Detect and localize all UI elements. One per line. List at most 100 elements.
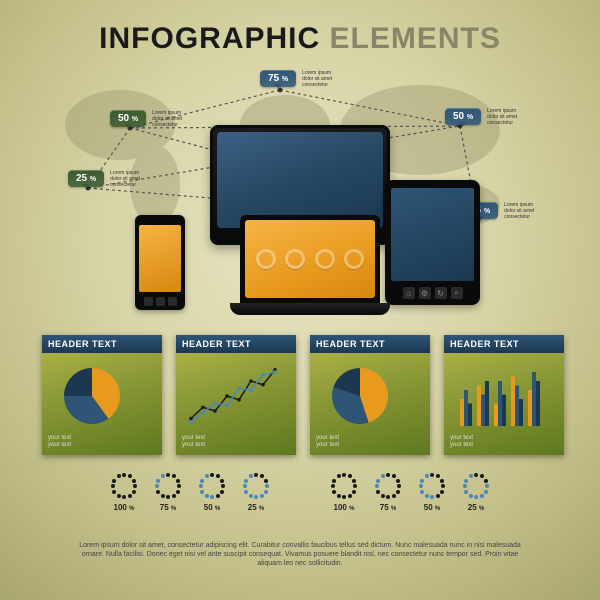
card-subtext: your text your text (182, 435, 205, 449)
card-header: HEADER TEXT (176, 335, 296, 353)
dot (132, 479, 136, 483)
laptop-pie-row (245, 249, 375, 269)
card-subtext: your text your text (450, 435, 473, 449)
dot (436, 494, 440, 498)
chart-card: HEADER TEXT your text your text (444, 335, 564, 455)
dot (156, 479, 160, 483)
dot (480, 474, 484, 478)
dot (112, 479, 116, 483)
dot (111, 484, 115, 488)
callout-text: Lorem ipsum dolor sit amet consectetur (504, 202, 534, 220)
dot-indicator: 75 % (374, 472, 402, 512)
dot (166, 495, 170, 499)
mini-chart-icon (344, 249, 364, 269)
monitor-screen (217, 132, 383, 228)
tablet-screen (391, 188, 474, 281)
pct-bubble: 25 % (68, 170, 104, 187)
card-header: HEADER TEXT (444, 335, 564, 353)
dot (132, 490, 136, 494)
dot-indicator: 25 % (462, 472, 490, 512)
dot (155, 484, 159, 488)
dot (216, 494, 220, 498)
dot (260, 494, 264, 498)
card-subtext: your text your text (316, 435, 339, 449)
dot (337, 494, 341, 498)
dot (484, 490, 488, 494)
dot (122, 473, 126, 477)
pct-bubble: 75 % (260, 70, 296, 87)
dot (200, 490, 204, 494)
dot (210, 473, 214, 477)
dot-indicator: 100 % (110, 472, 138, 512)
dot (244, 479, 248, 483)
dot-ring (154, 472, 182, 500)
dot (265, 484, 269, 488)
dot (172, 494, 176, 498)
dot (244, 490, 248, 494)
dot (392, 494, 396, 498)
dot (480, 494, 484, 498)
pie-chart (52, 361, 152, 431)
chart-card: HEADER TEXTyour text your text (42, 335, 162, 455)
dot (205, 474, 209, 478)
dot (386, 495, 390, 499)
callout-text: Lorem ipsum dolor sit amet consectetur (110, 170, 140, 188)
dot (381, 474, 385, 478)
dot (441, 484, 445, 488)
dot-ring (198, 472, 226, 500)
dot (220, 490, 224, 494)
pie-chart (320, 361, 420, 431)
footer-text: Lorem ipsum dolor sit amet, consectetur … (70, 541, 530, 568)
dot (243, 484, 247, 488)
dot (353, 484, 357, 488)
dot (464, 479, 468, 483)
dot (260, 474, 264, 478)
dot (430, 473, 434, 477)
mini-chart-icon (256, 249, 276, 269)
phone-nav-icons (135, 297, 185, 306)
devices-cluster: ⌂ ⚙ ↻ ⌕ (150, 125, 450, 325)
dot (220, 479, 224, 483)
dot-label: 50 % (424, 503, 440, 512)
dot (348, 494, 352, 498)
card-header: HEADER TEXT (42, 335, 162, 353)
dot (254, 473, 258, 477)
dot (264, 490, 268, 494)
dot (425, 494, 429, 498)
dot (342, 473, 346, 477)
dot-label: 25 % (248, 503, 264, 512)
dot (161, 474, 165, 478)
dot (172, 474, 176, 478)
line-chart (186, 361, 286, 431)
dot (381, 494, 385, 498)
dot (249, 474, 253, 478)
tablet-device: ⌂ ⚙ ↻ ⌕ (385, 180, 480, 305)
dot (440, 490, 444, 494)
dot-ring (462, 472, 490, 500)
chart-card: HEADER TEXT your text your text (176, 335, 296, 455)
dot (485, 484, 489, 488)
dot (440, 479, 444, 483)
dot (337, 474, 341, 478)
laptop-screen (245, 220, 375, 298)
dot-ring (330, 472, 358, 500)
phone-screen (139, 225, 181, 292)
phone-icon (168, 297, 177, 306)
home-icon: ⌂ (403, 287, 415, 299)
dot (376, 479, 380, 483)
dot (249, 494, 253, 498)
refresh-icon: ↻ (435, 287, 447, 299)
callout-text: Lorem ipsum dolor sit amet consectetur (302, 70, 332, 88)
pct-callout: 25 % Lorem ipsum dolor sit amet consectet… (68, 170, 140, 188)
dot (484, 479, 488, 483)
dot (430, 495, 434, 499)
phone-device (135, 215, 185, 310)
dot-set: 100 %75 %50 %25 % (110, 472, 270, 512)
pct-callout: 50 %Lorem ipsum dolor sit amet consectet… (445, 108, 517, 126)
dot-label: 75 % (160, 503, 176, 512)
dot (128, 494, 132, 498)
dot-label: 100 % (114, 503, 135, 512)
dot (396, 479, 400, 483)
dot (392, 474, 396, 478)
dot (420, 490, 424, 494)
